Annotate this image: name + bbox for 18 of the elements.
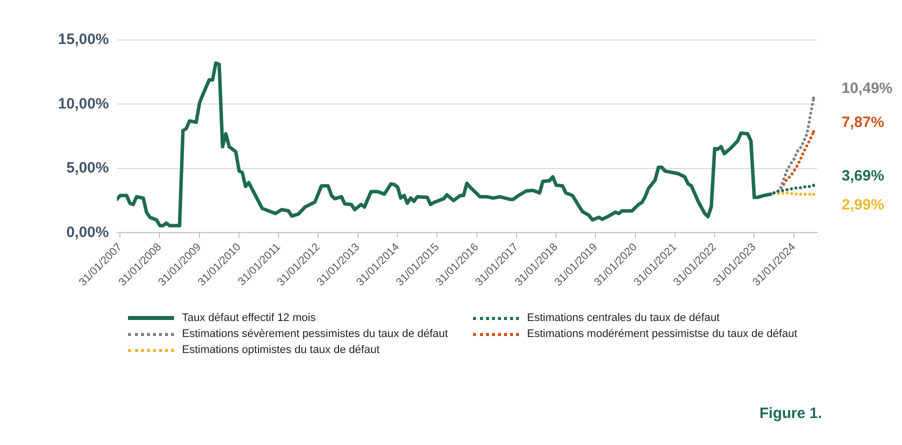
legend-label: Taux défaut effectif 12 mois [182,312,316,324]
annotation: 3,69% [842,167,884,184]
annotation: 7,87% [842,114,884,131]
annotation: 10,49% [842,80,893,98]
point [812,192,816,196]
y-tick-label: 0,00% [66,224,109,241]
point [812,96,816,100]
y-tick-label: 15,00% [58,31,109,48]
point [812,130,816,134]
y-tick-label: 10,00% [58,95,109,112]
y-tick-label: 5,00% [66,160,109,177]
annotation: 2,99% [842,196,884,214]
legend-label: Estimations optimistes du taux de défaut [182,344,380,356]
legend-label: Estimations modérément pessimistse du taux de défaut [527,328,798,340]
point [812,184,816,187]
legend-label: Estimations centrales du taux de défaut [527,312,720,324]
caption: Figure 1. [759,405,822,422]
legend-label: Estimations sévèrement pessimistes du taux de défaut [182,328,448,340]
